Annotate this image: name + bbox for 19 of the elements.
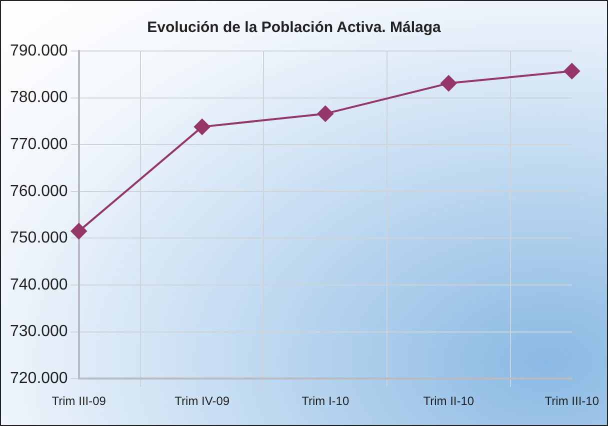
y-tick-label: 730.000 (10, 323, 68, 340)
y-tick-label: 760.000 (10, 182, 68, 200)
x-tick-label: Trim III-10 (544, 394, 600, 408)
y-tick-label: 790.000 (10, 42, 68, 60)
x-tick-label: Trim IV-09 (174, 394, 230, 408)
x-tick-label: Trim III-09 (52, 394, 106, 408)
y-tick-label: 780.000 (10, 89, 68, 106)
y-tick-label: 750.000 (10, 230, 68, 247)
point (70, 223, 87, 240)
point (194, 118, 210, 135)
y-tick-label: 770.000 (10, 136, 68, 154)
x-tick-label: Trim I-10 (302, 394, 350, 408)
y-tick-label: 720.000 (10, 370, 68, 388)
x-tick-label: Trim II-10 (423, 394, 474, 408)
point (440, 75, 457, 92)
point (564, 63, 580, 80)
y-tick-label: 740.000 (10, 276, 68, 294)
chart-title: Evolución de la Población Activa. Málaga (147, 19, 442, 36)
point (317, 106, 334, 122)
